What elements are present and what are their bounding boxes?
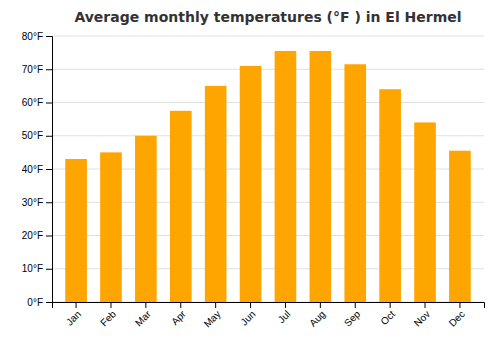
bar (240, 66, 262, 302)
x-tick-mark (180, 302, 181, 308)
bar (205, 86, 227, 302)
bars (65, 51, 470, 302)
y-tick-mark (46, 169, 52, 170)
x-tick-mark (425, 302, 426, 308)
bar (100, 152, 122, 302)
grid-line (52, 69, 484, 70)
x-tick-label: Jan (64, 308, 83, 327)
x-tick-label: Mar (133, 308, 153, 328)
y-tick-mark (46, 36, 52, 37)
y-tick: 60°F (22, 97, 52, 108)
x-tick-label: Dec (447, 308, 467, 328)
grid (52, 36, 484, 302)
grid-line (52, 36, 484, 37)
bar (65, 159, 87, 302)
y-tick-label: 70°F (22, 64, 43, 75)
bar (135, 136, 157, 302)
x-tick-label: Sep (342, 308, 363, 329)
plot: Jan Feb Mar Apr May Jun Jul Aug Sep Oct Nov Dec 0°F 1… (22, 31, 485, 330)
y-tick-label: 50°F (22, 130, 43, 141)
y-tick-label: 40°F (22, 164, 43, 175)
title: Average monthly temperatures (°F ) in El… (74, 9, 461, 25)
bar (310, 51, 332, 302)
y-tick-label: 60°F (22, 97, 43, 108)
y-tick: 10°F (22, 263, 52, 274)
x-tick: Nov (412, 302, 432, 329)
bar (414, 122, 436, 302)
x-axis-line (53, 303, 485, 309)
x-tick-label: Nov (412, 308, 432, 328)
x-tick: Jan (64, 302, 83, 328)
y-tick-label: 80°F (22, 31, 43, 42)
y-tick-mark (46, 136, 52, 137)
x-tick-mark (76, 302, 77, 308)
y-tick-mark (46, 302, 52, 303)
x-tick: Jun (238, 302, 257, 328)
x-tick-mark (215, 302, 216, 308)
x-tick: Mar (133, 302, 153, 328)
x-tick-mark (110, 302, 111, 308)
x-tick-label: May (202, 308, 223, 329)
x-tick: Aug (307, 302, 327, 329)
y-tick: 50°F (22, 130, 52, 141)
x-tick: Sep (342, 302, 363, 329)
y-tick-label: 20°F (22, 230, 43, 241)
x-tick-mark (355, 302, 356, 308)
x-tick: Jul (276, 302, 293, 325)
chart: Jan Feb Mar Apr May Jun Jul Aug Sep Oct Nov Dec 0°F 1… (0, 0, 500, 350)
bar (344, 64, 366, 302)
x-tick-label: Aug (307, 308, 327, 328)
x-tick-mark (145, 302, 146, 308)
x-tick-label: Jun (238, 308, 257, 327)
bar (379, 89, 401, 302)
x-tick: May (202, 302, 223, 330)
y-tick: 0°F (27, 297, 52, 308)
y-tick-mark (46, 269, 52, 270)
y-axis: 0°F 10°F 20°F 30°F 40°F 50°F 60°F 70°F 80°F (22, 31, 53, 308)
x-tick-mark (320, 302, 321, 308)
y-tick: 70°F (22, 64, 52, 75)
bar (275, 51, 297, 302)
x-tick-label: Jul (276, 308, 293, 325)
y-tick: 30°F (22, 197, 52, 208)
x-tick-mark (285, 302, 286, 308)
x-tick: Oct (378, 302, 397, 327)
x-tick-label: Apr (169, 308, 188, 327)
x-tick: Apr (169, 302, 188, 327)
y-tick: 20°F (22, 230, 52, 241)
grid-line (52, 102, 484, 103)
y-tick-label: 10°F (22, 263, 43, 274)
x-tick: Feb (98, 302, 118, 328)
y-tick-mark (46, 69, 52, 70)
y-tick-mark (46, 202, 52, 203)
x-tick-label: Feb (98, 308, 118, 328)
x-tick-mark (459, 302, 460, 308)
bar (449, 151, 471, 302)
y-tick: 80°F (22, 31, 52, 42)
x-tick-label: Oct (378, 308, 397, 327)
y-tick: 40°F (22, 164, 52, 175)
y-axis-line (46, 37, 53, 303)
x-tick-mark (250, 302, 251, 308)
y-tick-label: 30°F (22, 197, 43, 208)
x-tick: Dec (447, 302, 467, 329)
bar (170, 111, 192, 302)
x-axis: Jan Feb Mar Apr May Jun Jul Aug Sep Oct Nov Dec (53, 302, 485, 330)
x-tick-mark (390, 302, 391, 308)
y-tick-label: 0°F (27, 297, 43, 308)
y-tick-mark (46, 103, 52, 104)
y-tick-mark (46, 236, 52, 237)
